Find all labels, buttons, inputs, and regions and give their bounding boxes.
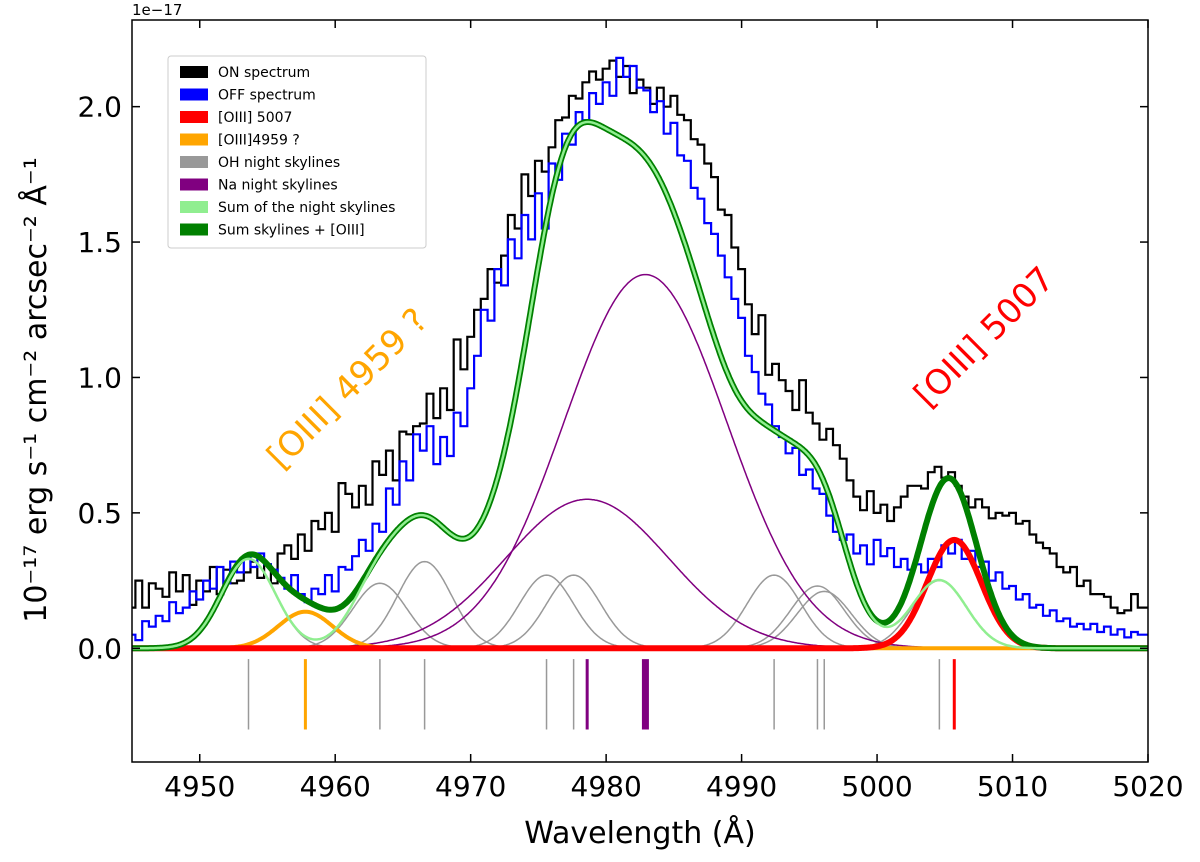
legend-swatch — [180, 66, 208, 78]
oiii-5007-curve — [132, 536, 1148, 652]
legend-label: [OIII] 5007 — [218, 110, 292, 126]
legend-label: ON spectrum — [218, 65, 310, 81]
sum-night-skylines-curve — [132, 120, 1148, 650]
legend-swatch — [180, 133, 208, 146]
x-tick-label: 4960 — [300, 770, 371, 803]
x-tick-label: 5010 — [977, 770, 1048, 803]
legend-swatch — [180, 201, 208, 213]
legend-label: Na night skylines — [218, 178, 338, 194]
x-tick-label: 5000 — [841, 770, 912, 803]
plot-area — [132, 56, 1148, 730]
y-tick-label: 0.0 — [77, 632, 122, 665]
legend-swatch — [180, 223, 208, 236]
y-tick-label: 1.0 — [77, 361, 122, 394]
y-axis-title: 10⁻¹⁷ erg s⁻¹ cm⁻² arcsec⁻² Å⁻¹ — [18, 157, 54, 623]
legend-label: [OIII]4959 ? — [218, 133, 300, 149]
y-tick-label: 1.5 — [77, 226, 122, 259]
x-tick-label: 4980 — [571, 770, 642, 803]
plot-frame — [131, 19, 1149, 763]
legend-label: OH night skylines — [218, 155, 340, 171]
y-tick-label: 0.5 — [77, 497, 122, 530]
axis-ticks: 4950 4960 4970 4980 4990 5000 5010 5020 0.0 0.5 1.… — [77, 20, 1184, 803]
on-spectrum-line — [132, 59, 1148, 615]
x-tick-label: 4950 — [164, 770, 235, 803]
legend-label: Sum of the night skylines — [218, 200, 395, 216]
legend-label: OFF spectrum — [218, 88, 316, 104]
legend-box — [167, 55, 427, 249]
legend-swatch — [180, 88, 208, 101]
legend-swatch — [180, 156, 208, 168]
x-tick-label: 5020 — [1112, 770, 1183, 803]
legend-label: Sum skylines + [OIII] — [218, 223, 365, 239]
legend: ON spectrum OFF spectrum [OIII] 5007 [OIII]… — [167, 55, 427, 249]
y-tick-label: 2.0 — [77, 91, 122, 124]
x-axis-title: Wavelength (Å) — [524, 815, 755, 851]
y-offset-label: 1e−17 — [132, 1, 182, 19]
x-tick-label: 4970 — [435, 770, 506, 803]
legend-swatch — [180, 111, 208, 123]
legend-swatch — [180, 178, 208, 191]
x-tick-label: 4990 — [706, 770, 777, 803]
